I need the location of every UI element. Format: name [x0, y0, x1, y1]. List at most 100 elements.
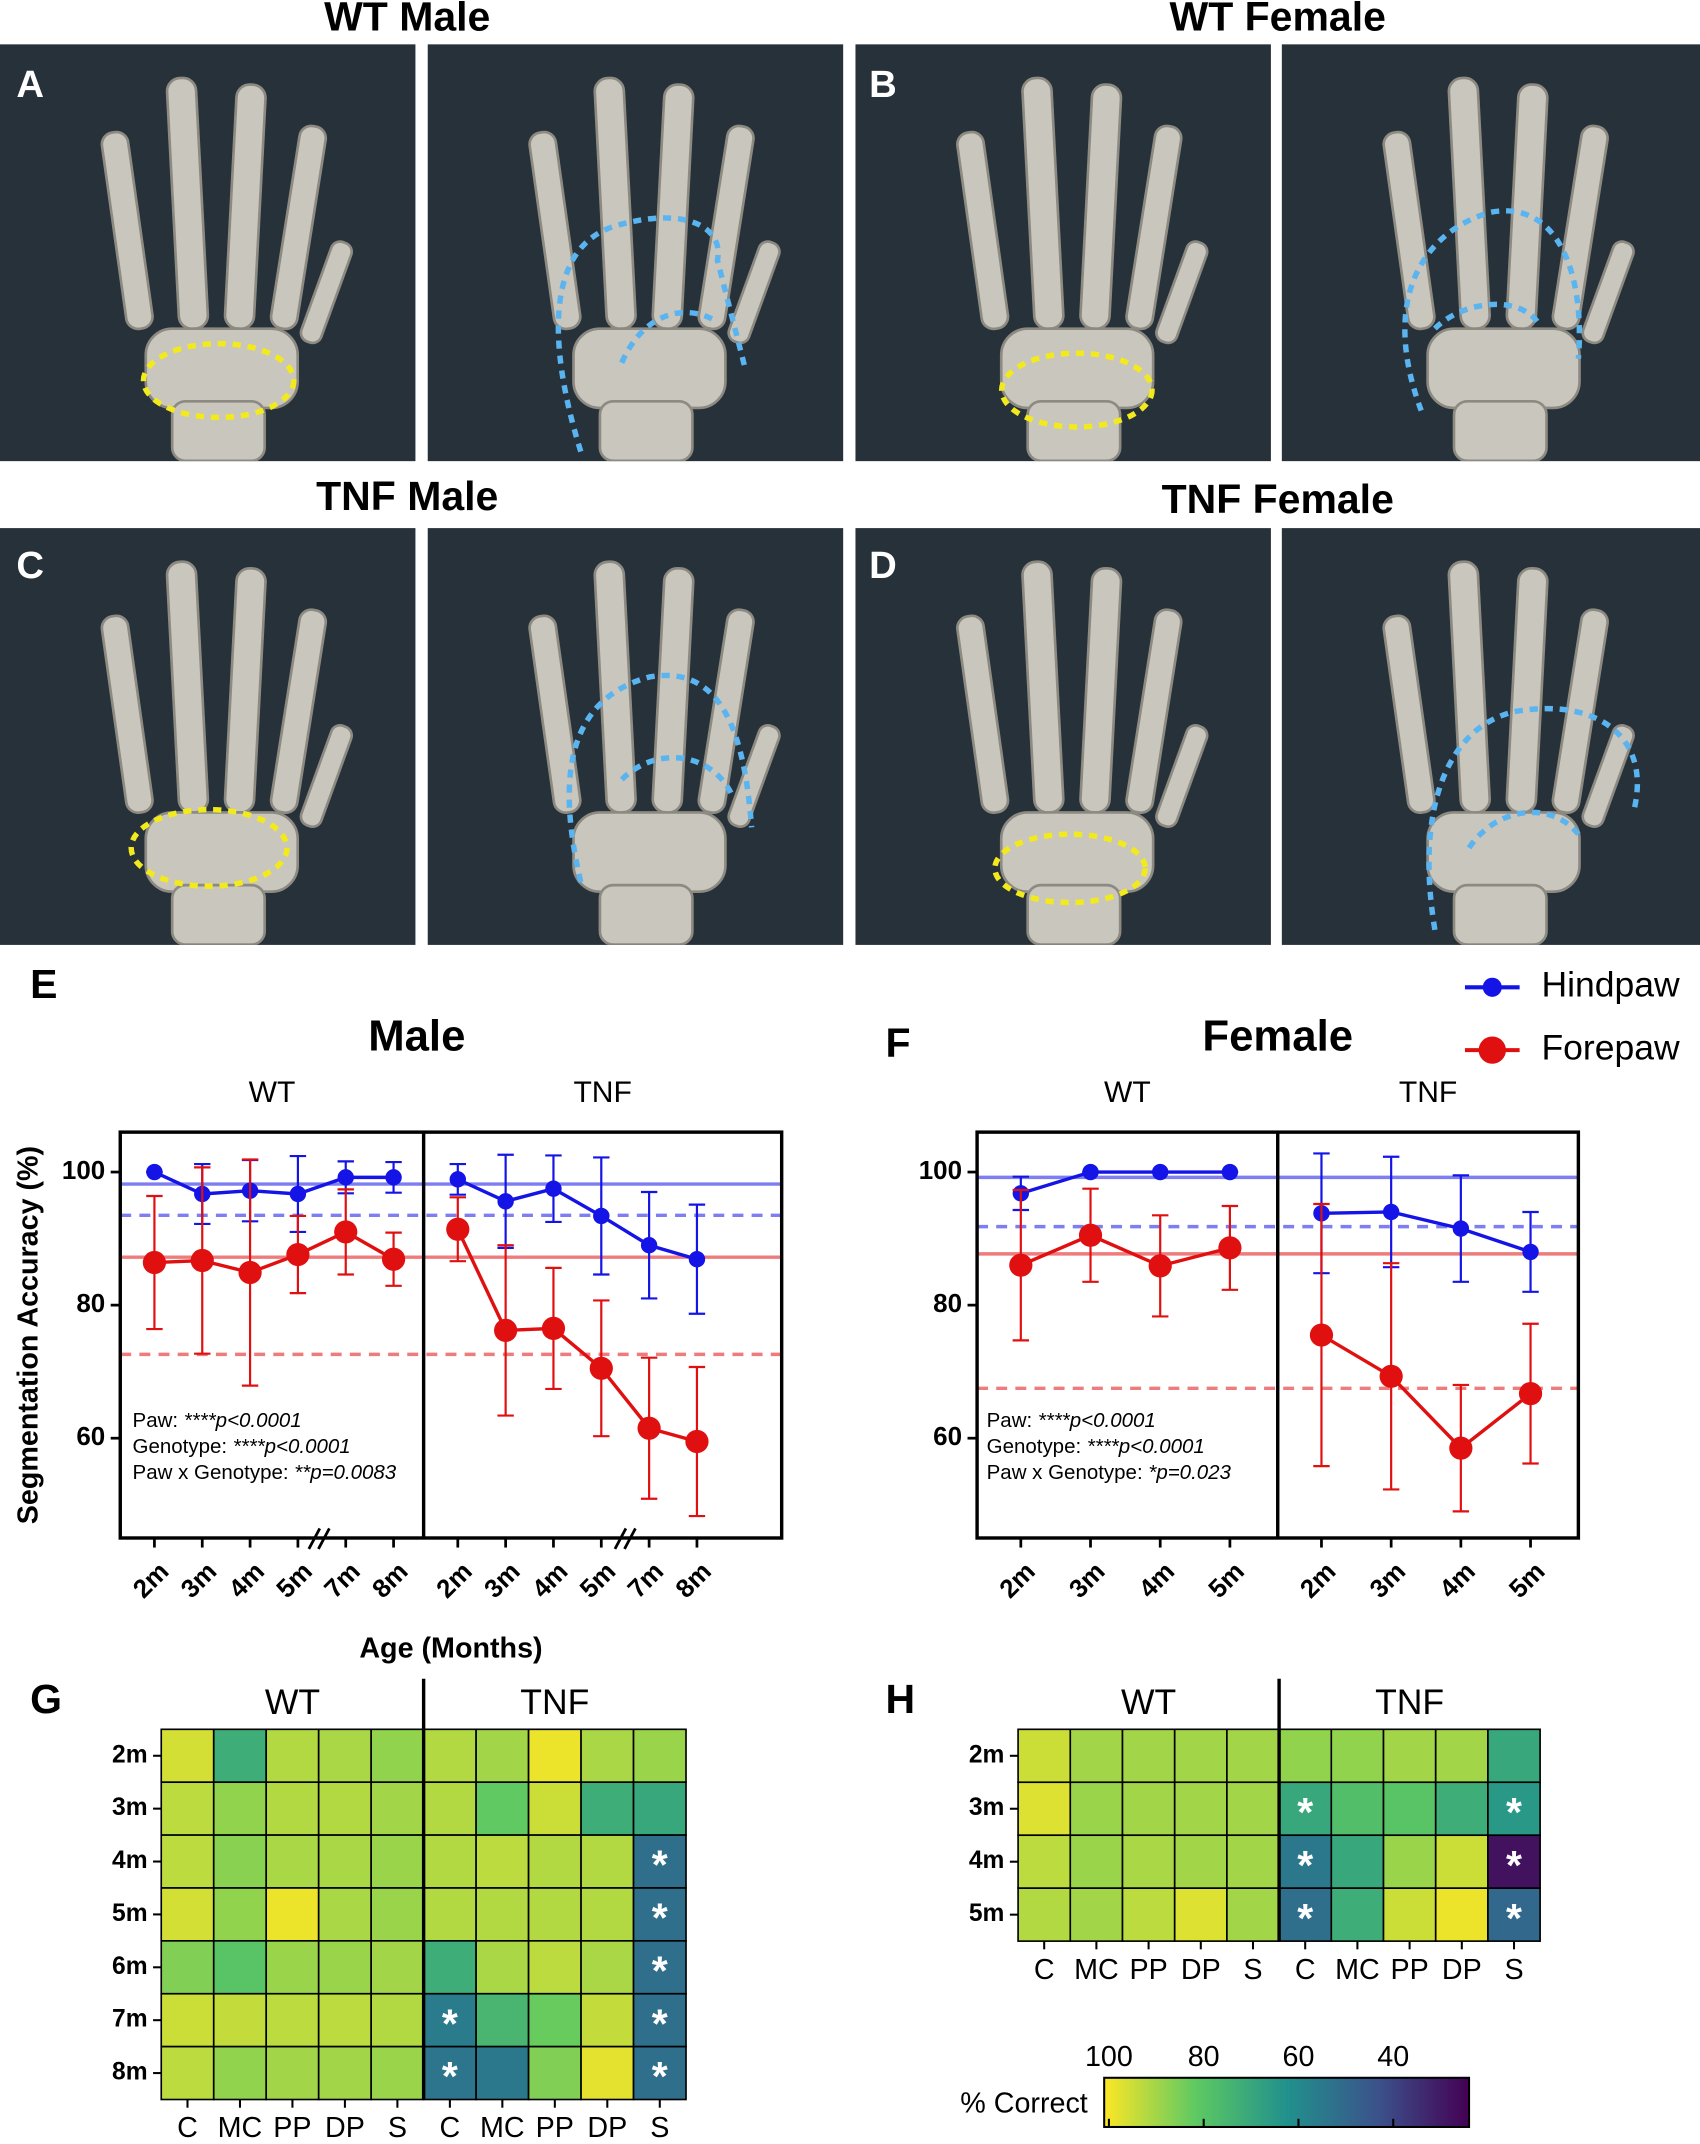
- heatmap-cell: [1434, 1887, 1489, 1942]
- x-tick-label: MC: [1074, 1954, 1119, 1986]
- data-point: [545, 1180, 562, 1197]
- heatmap-cell: [370, 1887, 425, 1942]
- panel-title: WT Male: [324, 0, 490, 40]
- x-tick-label: 5m: [1503, 1556, 1551, 1604]
- heatmap-cell: [370, 1992, 425, 2048]
- heatmap-cell: [160, 1887, 215, 1942]
- colorbar: [1103, 2076, 1471, 2129]
- heatmap-cell: [422, 1887, 477, 1942]
- significance-star: *: [442, 2000, 458, 2046]
- x-tick-label: PP: [1129, 1954, 1167, 1986]
- data-point: [1221, 1163, 1239, 1181]
- data-point: [685, 1429, 709, 1454]
- x-tick-label: 8m: [366, 1556, 414, 1604]
- data-point: [637, 1416, 661, 1440]
- panel-letter: E: [30, 961, 57, 1007]
- heatmap-cell: [1487, 1834, 1541, 1889]
- heatmap-cell: [265, 1834, 320, 1889]
- x-tick-label: C: [1295, 1954, 1316, 1986]
- heatmap-cell: [1434, 1781, 1489, 1837]
- heatmap-cell: [1173, 1834, 1228, 1889]
- heatmap-cell: [422, 2045, 477, 2101]
- heatmap-cell: [1017, 1834, 1072, 1889]
- heatmap-cell: [317, 1940, 372, 1995]
- x-tick-label: 3m: [1363, 1556, 1411, 1604]
- heatmap-cell: [212, 1728, 268, 1784]
- y-tick-label: 2m: [112, 1741, 148, 1768]
- x-tick-label: PP: [1390, 1954, 1428, 1986]
- y-tick-label: 2m: [969, 1741, 1005, 1768]
- panel-letter: G: [30, 1676, 62, 1722]
- data-point: [593, 1207, 610, 1225]
- facet-label: WT: [265, 1682, 320, 1722]
- data-point: [449, 1171, 466, 1188]
- heatmap-cell: [317, 1834, 372, 1889]
- x-tick-label: 4m: [1132, 1556, 1180, 1604]
- x-tick-label: 7m: [621, 1556, 669, 1604]
- y-tick-label: 60: [933, 1421, 962, 1451]
- heatmap-cell: [265, 1728, 320, 1784]
- data-point: [1009, 1253, 1033, 1277]
- heatmap-cell: [317, 1781, 372, 1836]
- heatmap-cell: [580, 1992, 635, 2048]
- x-tick-label: 4m: [222, 1556, 270, 1604]
- annotation-label: Paw:: [133, 1409, 179, 1432]
- x-tick-label: DP: [1181, 1954, 1221, 1986]
- annotation-value: ****p<0.0001: [1087, 1435, 1205, 1458]
- heatmap-cell: [1069, 1834, 1124, 1889]
- heatmap-cell: [317, 1992, 372, 2048]
- heatmap-cell: [527, 1940, 582, 1995]
- data-point: [446, 1217, 470, 1241]
- data-point: [640, 1237, 658, 1254]
- heatmap-cell: [212, 1887, 268, 1942]
- significance-star: *: [652, 2053, 668, 2099]
- heatmap-cell: [1330, 1728, 1385, 1784]
- y-tick-label: 5m: [112, 1900, 148, 1927]
- heatmap-cell: [1226, 1887, 1280, 1942]
- metacarpal-outline: [555, 215, 748, 453]
- panel-letter: H: [886, 1676, 916, 1722]
- heatmap-cell: [160, 1940, 215, 1995]
- annotation-label: Paw x Genotype:: [987, 1461, 1143, 1484]
- heatmap-cell: [1330, 1887, 1385, 1942]
- heatmap-cell: [370, 1940, 425, 1995]
- data-point: [1449, 1436, 1473, 1460]
- data-point: [494, 1318, 518, 1343]
- y-tick-label: 60: [76, 1421, 105, 1451]
- y-tick-label: 100: [919, 1155, 962, 1185]
- heatmap-cell: [1434, 1834, 1489, 1889]
- heatmap-cell: [422, 1781, 477, 1836]
- data-point: [497, 1193, 514, 1210]
- significance-star: *: [1297, 1895, 1313, 1941]
- heatmap-cell: [527, 1728, 582, 1784]
- facet-label: TNF: [1375, 1682, 1444, 1722]
- legend-marker: [1482, 977, 1502, 997]
- heatmap-cell: [632, 1992, 687, 2048]
- heatmap-cell: [212, 1940, 268, 1995]
- data-point: [334, 1220, 358, 1244]
- y-tick-label: 4m: [112, 1847, 148, 1874]
- data-point: [146, 1163, 163, 1181]
- heatmap-cell: [1121, 1728, 1176, 1784]
- heatmap-cell: [475, 1728, 530, 1784]
- series-line: [456, 1228, 698, 1444]
- image-panels: WT Male WT Female TNF Male TNF Female A …: [0, 0, 1700, 945]
- heatmap-cell: [265, 1781, 320, 1836]
- heatmap-cell: [1017, 1887, 1072, 1942]
- heatmap-cell: [1121, 1781, 1176, 1837]
- data-point: [688, 1251, 706, 1268]
- heatmap-cell: [1226, 1781, 1280, 1837]
- heatmap-cell: [1017, 1728, 1072, 1784]
- heatmap-cell: [317, 2045, 372, 2101]
- panel-title: TNF Female: [1162, 476, 1394, 522]
- heatmap-cell: [1173, 1887, 1228, 1942]
- x-axis-label: Age (Months): [359, 1633, 542, 1665]
- x-tick-label: 3m: [478, 1556, 526, 1604]
- x-tick-label: 5m: [1202, 1556, 1250, 1604]
- data-point: [337, 1169, 354, 1186]
- carpal-outline: [998, 350, 1155, 430]
- heatmap-cell: [527, 1781, 582, 1836]
- legend-marker: [1478, 1036, 1506, 1064]
- x-tick-label: 5m: [270, 1556, 318, 1604]
